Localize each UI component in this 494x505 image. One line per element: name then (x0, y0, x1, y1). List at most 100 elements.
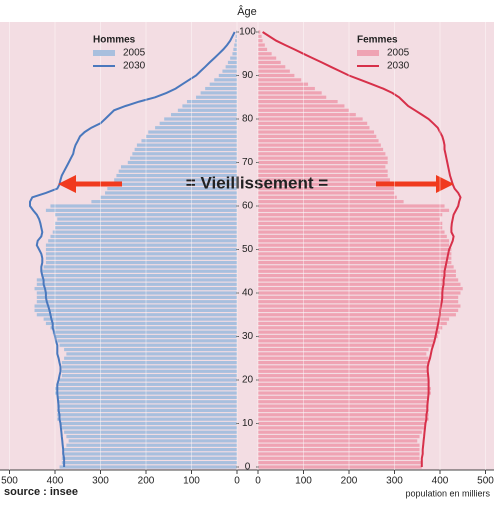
bar (258, 347, 429, 352)
bar (258, 365, 429, 369)
bar (258, 204, 445, 208)
bar (61, 369, 238, 373)
bar (218, 73, 237, 78)
bar (34, 308, 238, 312)
bar (57, 417, 238, 421)
bar (57, 408, 238, 413)
bar (136, 143, 237, 147)
bar (64, 452, 237, 456)
y-tick-label: 20 (242, 375, 254, 386)
bar (57, 400, 238, 404)
bar (43, 317, 237, 321)
bar (114, 178, 237, 182)
bar (57, 404, 238, 408)
bar (258, 260, 452, 265)
bar (64, 430, 237, 434)
bar (258, 69, 290, 73)
bar (105, 191, 237, 195)
bar (230, 56, 237, 60)
bar (48, 239, 237, 243)
bar (45, 247, 238, 252)
bar (209, 82, 237, 86)
x-tick-label: 400 (432, 476, 449, 487)
bar (258, 265, 454, 269)
bar (258, 391, 431, 395)
bar (134, 147, 237, 152)
bar (258, 400, 429, 404)
bar (50, 204, 238, 208)
bar (258, 421, 427, 426)
legend-label: 2030 (387, 61, 410, 72)
bar (68, 439, 238, 443)
bar (52, 330, 237, 334)
bar (155, 126, 237, 130)
bar (258, 221, 443, 225)
bar (159, 121, 237, 125)
bar (232, 52, 237, 56)
bar (227, 60, 237, 65)
bar (222, 69, 237, 73)
bar (258, 395, 429, 399)
bar (36, 282, 237, 286)
bar (258, 278, 459, 282)
bar (258, 452, 420, 456)
x-axis-label: population en milliers (405, 488, 490, 498)
bar (258, 465, 422, 469)
bar (127, 160, 237, 165)
bar (258, 448, 420, 452)
bar (258, 173, 388, 178)
y-tick-label: 60 (242, 201, 254, 212)
bar (61, 461, 238, 465)
x-tick-label: 100 (295, 476, 312, 487)
bar (258, 117, 363, 121)
legend-swatch (93, 50, 115, 56)
y-tick-label: 90 (242, 70, 254, 81)
bar (57, 339, 238, 343)
bar (36, 291, 237, 295)
bar (43, 265, 237, 269)
bar (258, 147, 384, 152)
bar (59, 378, 237, 382)
bar (64, 448, 237, 452)
bar (258, 200, 404, 204)
bar (91, 200, 238, 204)
bar (258, 65, 286, 69)
bar (258, 313, 456, 317)
bar (258, 439, 418, 443)
bar (258, 417, 429, 421)
bar (258, 121, 368, 125)
bar (258, 282, 461, 286)
bar (164, 117, 237, 121)
bar (258, 443, 420, 447)
bar (225, 65, 237, 69)
bar (258, 56, 277, 60)
bar (36, 295, 237, 299)
bar (118, 169, 237, 173)
bar (258, 86, 315, 91)
bar (258, 213, 443, 217)
bar (45, 252, 238, 256)
bar (100, 195, 237, 199)
bar (66, 434, 237, 439)
bar (258, 387, 431, 391)
bar (258, 408, 429, 413)
bar (34, 287, 238, 291)
bar (111, 182, 237, 186)
bar (235, 34, 237, 38)
x-tick-label: 400 (47, 476, 64, 487)
bar (66, 352, 237, 356)
bar (258, 178, 390, 182)
bar (258, 287, 463, 291)
x-tick-label: 300 (386, 476, 403, 487)
bar (34, 304, 238, 308)
bar (45, 321, 238, 326)
bar (258, 378, 429, 382)
bar (258, 226, 443, 230)
line (262, 31, 462, 467)
bar (120, 165, 237, 169)
marks (29, 30, 463, 469)
source: source : insee (4, 486, 78, 498)
bar (214, 78, 237, 82)
bar (258, 247, 452, 252)
